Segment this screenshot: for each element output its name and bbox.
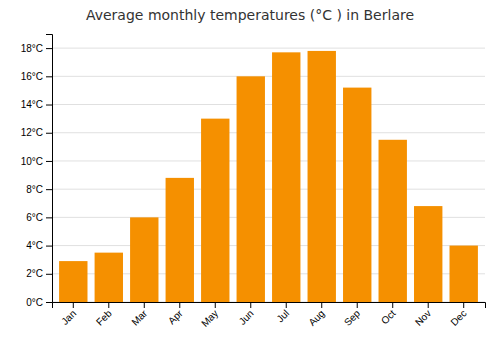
tick-label: 6°C: [26, 212, 43, 223]
tick-mark: [392, 302, 393, 308]
tick-label: Sep: [342, 307, 363, 328]
tick: 0°C: [26, 297, 52, 308]
tick-label: 10°C: [21, 156, 43, 167]
bar: [343, 88, 371, 302]
tick-label: 0°C: [26, 297, 43, 308]
tick-label: Nov: [413, 308, 433, 328]
bar: [450, 246, 478, 302]
tick-label: 4°C: [26, 240, 43, 251]
grid: [52, 48, 485, 302]
tick-mark: [215, 302, 216, 308]
grid-line: [52, 132, 485, 133]
tick-mark: [46, 76, 52, 77]
tick: Mar: [129, 302, 149, 328]
tick-label: 14°C: [21, 99, 43, 110]
tick-label: 16°C: [21, 71, 43, 82]
tick-mark: [73, 302, 74, 308]
tick-label: Dec: [448, 308, 468, 328]
bar: [130, 217, 158, 302]
tick: Aug: [306, 302, 326, 328]
x-axis: Jan Feb Mar Apr May Jun Jul Aug Sep Oct Nov Dec: [53, 302, 486, 329]
tick-mark: [428, 302, 429, 308]
tick: Sep: [342, 302, 363, 328]
tick-mark: [46, 302, 52, 303]
bar: [59, 261, 87, 302]
tick-mark: [46, 48, 52, 49]
y-axis: 0°C 2°C 4°C 6°C 8°C 10°C 12°C 14°C 16°C 18°C: [21, 35, 53, 308]
plot: 0°C 2°C 4°C 6°C 8°C 10°C 12°C 14°C 16°C 18°C Jan Fe…: [21, 35, 486, 329]
tick: 16°C: [21, 71, 52, 82]
tick-mark: [321, 302, 322, 308]
tick: 4°C: [26, 240, 52, 251]
tick-label: 8°C: [26, 184, 43, 195]
tick-label: Aug: [306, 308, 326, 328]
tick-mark: [46, 246, 52, 247]
tick-label: Jul: [274, 308, 291, 325]
tick: Dec: [448, 302, 468, 328]
tick: 14°C: [21, 99, 52, 110]
tick: 6°C: [26, 212, 52, 223]
tick-mark: [250, 302, 251, 308]
tick-label: Apr: [166, 307, 185, 326]
bar: [308, 51, 336, 302]
axis-line: [46, 35, 53, 303]
tick-label: May: [199, 308, 220, 329]
tick-mark: [144, 302, 145, 308]
tick-label: 18°C: [21, 43, 43, 54]
tick-label: Feb: [94, 307, 114, 327]
tick: Oct: [379, 302, 398, 326]
tick-mark: [357, 302, 358, 308]
title: Average monthly temperatures (°C ) in Be…: [86, 7, 414, 23]
tick: May: [199, 302, 220, 329]
tick: 10°C: [21, 156, 52, 167]
bars: [59, 51, 478, 302]
bar: [95, 253, 123, 302]
tick: 8°C: [26, 184, 52, 195]
tick-label: Jan: [59, 308, 78, 327]
tick-label: Oct: [379, 308, 398, 327]
tick: 2°C: [26, 268, 52, 279]
tick: Jul: [274, 302, 291, 324]
bar: [201, 119, 229, 302]
bar: [414, 206, 442, 302]
tick-mark: [46, 161, 52, 162]
tick-mark: [46, 274, 52, 275]
tick-mark: [286, 302, 287, 308]
grid-line: [52, 104, 485, 105]
tick-mark: [46, 217, 52, 218]
grid-line: [52, 189, 485, 190]
bar: [272, 52, 300, 302]
tick-mark: [46, 133, 52, 134]
tick: Apr: [166, 302, 185, 326]
tick-mark: [46, 105, 52, 106]
tick: Jan: [59, 302, 78, 327]
axis-line: [53, 303, 486, 309]
grid-line: [52, 48, 485, 49]
bar: [166, 178, 194, 302]
tick: Jun: [237, 302, 256, 327]
tick-mark: [108, 302, 109, 308]
tick-label: Mar: [129, 307, 149, 327]
tick-mark: [463, 302, 464, 308]
tick: 12°C: [21, 127, 52, 138]
tick-label: 12°C: [21, 127, 43, 138]
bar: [379, 140, 407, 302]
grid-line: [52, 160, 485, 161]
grid-line: [52, 76, 485, 77]
bar: [237, 76, 265, 302]
tick-label: Jun: [237, 308, 256, 327]
tick: Feb: [94, 302, 114, 328]
tick: 18°C: [21, 43, 52, 54]
tick-mark: [46, 189, 52, 190]
tick-label: 2°C: [26, 268, 43, 279]
tick-mark: [179, 302, 180, 308]
tick: Nov: [413, 302, 433, 328]
chart: 0°C 2°C 4°C 6°C 8°C 10°C 12°C 14°C 16°C 18°C Jan Fe…: [0, 0, 500, 350]
